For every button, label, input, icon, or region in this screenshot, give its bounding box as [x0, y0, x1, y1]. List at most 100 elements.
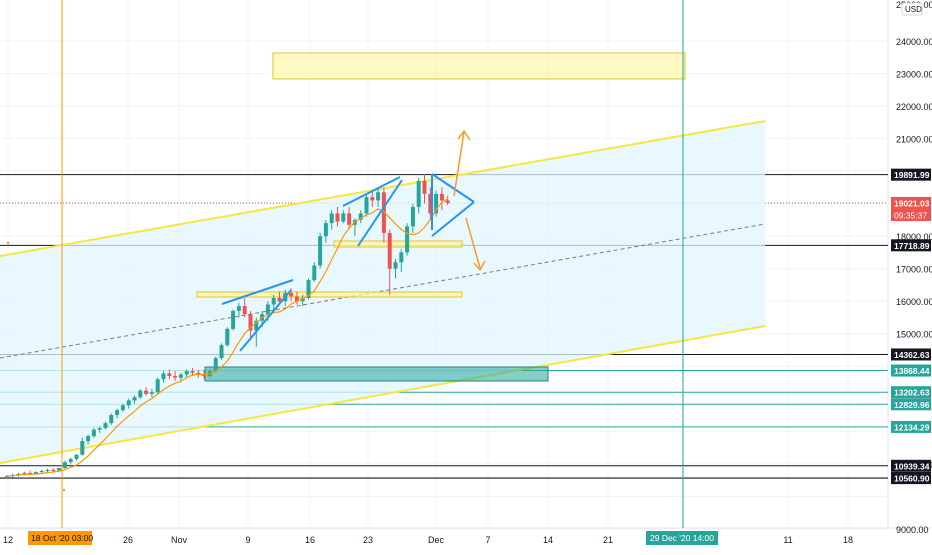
price-level-badge[interactable] [891, 420, 931, 433]
time-marker-badge[interactable] [28, 531, 92, 545]
currency-badge[interactable] [901, 2, 923, 16]
breakout-down-arrow[interactable] [465, 217, 481, 269]
candle-body[interactable] [161, 373, 166, 380]
candle-body[interactable] [323, 223, 328, 237]
candle-body[interactable] [173, 376, 178, 378]
candle-body[interactable] [439, 193, 444, 201]
price-level-badge[interactable] [891, 398, 931, 411]
support-zone[interactable] [204, 366, 549, 382]
breakout-zone[interactable] [196, 291, 463, 298]
candle-body[interactable] [80, 441, 85, 455]
pattern-line[interactable] [342, 176, 401, 207]
candle-body[interactable] [57, 468, 62, 471]
breakout-up-arrow[interactable] [453, 131, 465, 197]
candle-body[interactable] [28, 472, 33, 474]
candle-body[interactable] [399, 252, 404, 263]
candle-body[interactable] [376, 192, 381, 201]
candle-body[interactable] [294, 296, 299, 302]
candle-body[interactable] [329, 213, 334, 224]
candle-body[interactable] [196, 372, 201, 375]
candle-body[interactable] [115, 410, 120, 416]
price-level-badge[interactable] [891, 196, 931, 209]
candle-body[interactable] [149, 392, 154, 394]
candle-body[interactable] [236, 306, 241, 311]
candle-body[interactable] [381, 192, 386, 233]
candle-body[interactable] [445, 200, 450, 203]
candle-body[interactable] [231, 310, 236, 329]
pattern-line[interactable] [357, 179, 403, 247]
candle-body[interactable] [51, 469, 56, 471]
candle-body[interactable] [178, 374, 183, 378]
candle-body[interactable] [248, 314, 253, 331]
candle-body[interactable] [167, 373, 172, 377]
candle-body[interactable] [358, 213, 363, 220]
candle-body[interactable] [132, 397, 137, 401]
candle-body[interactable] [434, 193, 439, 214]
candle-body[interactable] [39, 470, 44, 472]
candle-body[interactable] [138, 390, 143, 398]
candle-body[interactable] [126, 400, 131, 406]
candle-body[interactable] [271, 297, 276, 305]
candle-body[interactable] [265, 304, 270, 315]
price-level-badge[interactable] [891, 472, 931, 485]
candle-body[interactable] [306, 280, 311, 298]
candle-body[interactable] [4, 476, 9, 478]
candle-body[interactable] [416, 180, 421, 207]
candle-body[interactable] [335, 213, 340, 222]
candle-body[interactable] [86, 436, 91, 442]
candle-body[interactable] [202, 374, 207, 377]
pattern-line[interactable] [239, 289, 292, 352]
candle-body[interactable] [318, 236, 323, 266]
candle-body[interactable] [225, 328, 230, 346]
candle-body[interactable] [242, 306, 247, 315]
channel-lower-line[interactable] [0, 325, 766, 464]
candle-body[interactable] [364, 197, 369, 214]
pattern-line[interactable] [431, 201, 475, 237]
candle-body[interactable] [277, 297, 282, 302]
candle-body[interactable] [213, 358, 218, 372]
price-level-badge[interactable] [891, 364, 931, 377]
candle-body[interactable] [387, 232, 392, 269]
candle-body[interactable] [410, 206, 415, 227]
price-level-badge[interactable] [891, 459, 931, 472]
candle-body[interactable] [74, 454, 79, 459]
candle-body[interactable] [62, 462, 67, 469]
pattern-line[interactable] [221, 279, 294, 305]
candle-body[interactable] [428, 193, 433, 214]
price-level-badge[interactable] [891, 239, 931, 252]
candle-body[interactable] [22, 472, 27, 474]
candle-body[interactable] [300, 297, 305, 302]
candle-body[interactable] [370, 197, 375, 201]
channel-upper-line[interactable] [0, 120, 766, 257]
candle-body[interactable] [422, 180, 427, 194]
candle-body[interactable] [341, 213, 346, 222]
candle-body[interactable] [405, 226, 410, 253]
candle-body[interactable] [184, 371, 189, 375]
price-level-badge[interactable] [891, 386, 931, 399]
candle-body[interactable] [155, 379, 160, 393]
candle-body[interactable] [33, 471, 38, 474]
candle-body[interactable] [91, 429, 96, 437]
candle-body[interactable] [97, 428, 102, 430]
time-marker-badge[interactable] [646, 531, 718, 545]
price-level-badge[interactable] [891, 348, 931, 361]
resistance-zone[interactable] [272, 52, 686, 80]
candle-body[interactable] [347, 213, 352, 225]
pattern-line[interactable] [431, 173, 475, 203]
candle-body[interactable] [219, 345, 224, 359]
candle-body[interactable] [190, 371, 195, 373]
candle-body[interactable] [289, 293, 294, 297]
candle-body[interactable] [109, 415, 114, 424]
candle-body[interactable] [45, 469, 50, 471]
retest-zone[interactable] [333, 240, 463, 248]
candle-body[interactable] [393, 262, 398, 269]
candle-body[interactable] [68, 458, 73, 463]
candle-body[interactable] [312, 265, 317, 281]
candle-body[interactable] [144, 390, 149, 394]
candle-body[interactable] [254, 320, 259, 331]
candle-body[interactable] [103, 423, 108, 429]
price-level-badge[interactable] [891, 168, 931, 181]
candle-body[interactable] [120, 405, 125, 411]
